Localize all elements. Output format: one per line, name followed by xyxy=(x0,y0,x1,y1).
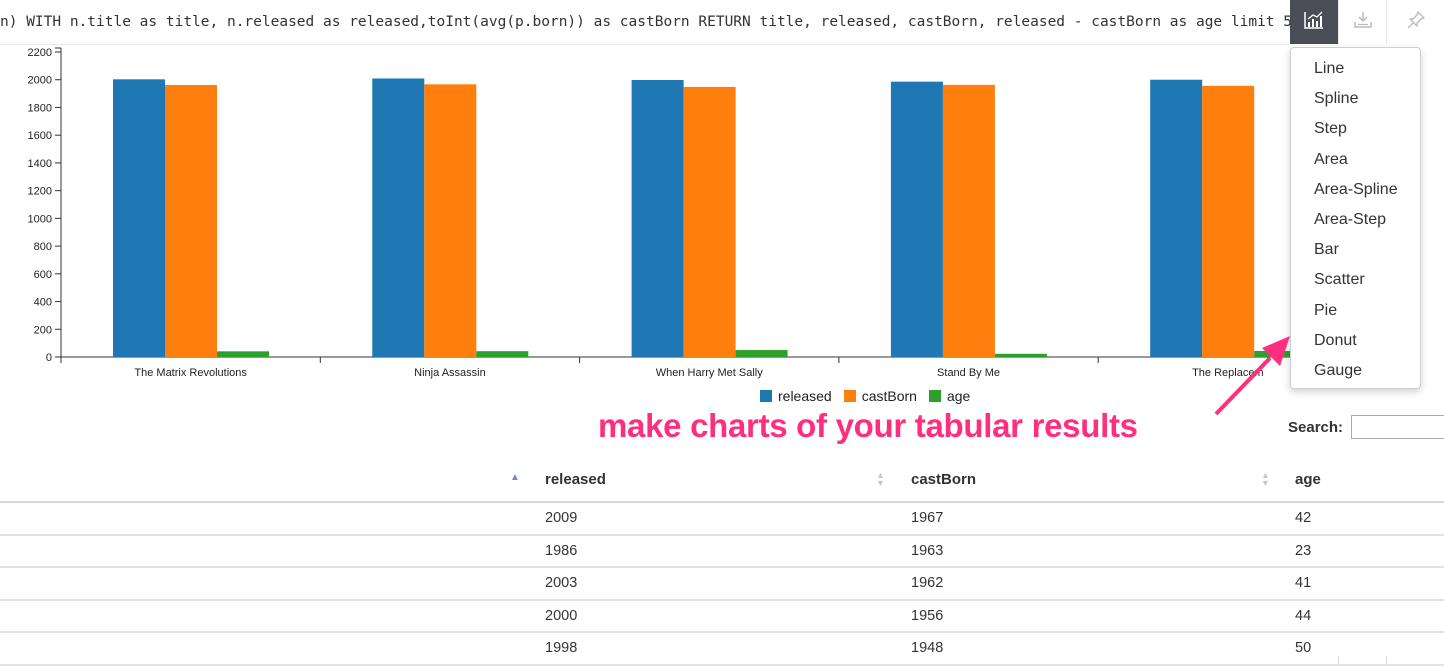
legend-label: age xyxy=(946,388,971,404)
chart-type-option[interactable]: Area xyxy=(1314,150,1348,168)
y-tick-label: 1600 xyxy=(28,130,52,142)
cell-age: 23 xyxy=(1295,542,1312,559)
download-icon xyxy=(1352,10,1374,35)
y-tick-label: 200 xyxy=(34,324,52,336)
y-tick-label: 2000 xyxy=(28,75,52,87)
x-tick-label: Ninja Assassin xyxy=(414,367,486,379)
bar-castBorn xyxy=(683,86,736,357)
cell-castborn: 1963 xyxy=(911,542,944,559)
y-tick-label: 1800 xyxy=(28,102,52,114)
column-header-released[interactable]: released xyxy=(545,471,606,488)
y-tick-label: 1200 xyxy=(28,186,52,198)
chart-type-option[interactable]: Area-Step xyxy=(1314,210,1387,228)
bar-released xyxy=(113,79,165,357)
chart-type-option[interactable]: Area-Spline xyxy=(1314,180,1398,198)
cell-castborn: 1948 xyxy=(911,640,944,656)
chart-type-option[interactable]: Scatter xyxy=(1314,271,1365,289)
bar-castBorn xyxy=(165,84,217,357)
table-row[interactable]: 1998 1948 50 xyxy=(0,633,1444,666)
sort-ascending-icon[interactable]: ▲ xyxy=(510,472,520,483)
y-tick-label: 0 xyxy=(46,352,52,364)
chart-type-option[interactable]: Spline xyxy=(1314,90,1359,108)
cell-released: 2003 xyxy=(545,575,578,591)
query-text-bar[interactable]: n) WITH n.title as title, n.released as … xyxy=(0,0,1290,44)
pin-button[interactable] xyxy=(1386,0,1444,44)
chart-icon xyxy=(1303,10,1325,35)
bar-released xyxy=(372,78,425,357)
cell-released: 1986 xyxy=(545,542,578,559)
y-tick-label: 1400 xyxy=(28,158,52,170)
bar-castBorn xyxy=(1202,85,1255,357)
annotation-arrow-icon xyxy=(1214,336,1290,416)
x-tick-label: When Harry Met Sally xyxy=(656,367,763,379)
bar-chart: 0 200 400 600 800 1000 1200 1400 1600 1800 2000 220… xyxy=(28,47,1290,379)
column-header-age[interactable]: age xyxy=(1295,471,1321,488)
x-tick-label: Stand By Me xyxy=(937,367,1000,379)
bar-age xyxy=(217,351,269,357)
bar-released xyxy=(631,80,684,357)
bar-castBorn xyxy=(424,84,477,357)
bar-released xyxy=(1150,79,1203,358)
search-input[interactable] xyxy=(1351,415,1444,439)
chart-type-menu: Line Spline Step Area Area-Spline Area-Step Ba… xyxy=(1290,47,1421,389)
chart-legend: released castBorn age xyxy=(760,388,970,404)
table-body: 2009 1967 42 1986 1963 23 2003 1962 41 2000 1956 44… xyxy=(0,503,1444,666)
cell-age: 42 xyxy=(1295,510,1312,526)
sort-icon[interactable]: ▲ ▼ xyxy=(1261,470,1270,488)
legend-swatch xyxy=(928,390,941,402)
x-tick-label: The Matrix Revolutions xyxy=(134,367,247,379)
table-header: ▲ released ▲ ▼ castBorn ▲ ▼ age xyxy=(0,458,1444,503)
column-header-castborn[interactable]: castBorn xyxy=(911,471,977,488)
legend-item[interactable]: released xyxy=(760,388,832,404)
legend-label: castBorn xyxy=(861,388,917,404)
bar-released xyxy=(890,81,943,357)
y-tick-label: 2200 xyxy=(28,47,52,59)
table-row[interactable]: 2000 1956 44 xyxy=(0,601,1444,633)
cell-age: 44 xyxy=(1295,607,1312,624)
legend-swatch xyxy=(760,390,772,402)
table-row[interactable]: 1986 1963 23 xyxy=(0,536,1444,568)
results-table: ▲ released ▲ ▼ castBorn ▲ ▼ age 2009 1967 42… xyxy=(0,458,1444,666)
chart-view-button[interactable] xyxy=(1290,0,1338,44)
bar-age xyxy=(735,350,788,357)
bar-age xyxy=(476,351,529,357)
chart-type-option[interactable]: Step xyxy=(1314,120,1347,138)
download-button[interactable] xyxy=(1338,0,1386,44)
cell-age: 41 xyxy=(1295,575,1312,591)
cell-released: 2000 xyxy=(545,607,578,624)
cell-castborn: 1956 xyxy=(911,607,944,624)
x-tick-label: The Replacem xyxy=(1192,367,1264,379)
chart-type-option[interactable]: Pie xyxy=(1314,301,1338,319)
chart-type-option[interactable]: Donut xyxy=(1314,331,1357,349)
table-row[interactable]: 2009 1967 42 xyxy=(0,503,1444,536)
cell-released: 1998 xyxy=(545,640,578,656)
cell-castborn: 1967 xyxy=(911,510,944,526)
legend-label: released xyxy=(778,388,832,404)
y-tick-label: 600 xyxy=(34,269,52,281)
legend-item[interactable]: age xyxy=(928,388,971,404)
bar-age xyxy=(994,353,1047,357)
chart-type-option[interactable]: Gauge xyxy=(1314,361,1363,379)
pin-icon xyxy=(1405,9,1427,36)
chart-type-option[interactable]: Bar xyxy=(1314,241,1339,259)
cell-castborn: 1962 xyxy=(911,575,944,591)
cell-released: 2009 xyxy=(545,510,578,526)
legend-item[interactable]: castBorn xyxy=(843,388,917,404)
annotation-text: make charts of your tabular results xyxy=(598,407,1138,444)
sort-icon[interactable]: ▲ ▼ xyxy=(876,470,885,488)
query-text: n) WITH n.title as title, n.released as … xyxy=(0,14,1290,30)
cell-age: 50 xyxy=(1295,640,1312,656)
legend-swatch xyxy=(843,390,856,402)
query-divider xyxy=(0,44,1290,45)
table-row[interactable]: 2003 1962 41 xyxy=(0,568,1444,601)
y-tick-label: 800 xyxy=(34,241,52,253)
y-tick-label: 400 xyxy=(34,297,52,309)
bar-castBorn xyxy=(942,84,995,358)
search-label: Search: xyxy=(1288,419,1344,436)
scroll-divider xyxy=(1386,656,1387,664)
chart-type-option[interactable]: Line xyxy=(1314,60,1345,77)
y-tick-label: 1000 xyxy=(28,213,52,225)
scroll-divider xyxy=(1338,656,1339,664)
